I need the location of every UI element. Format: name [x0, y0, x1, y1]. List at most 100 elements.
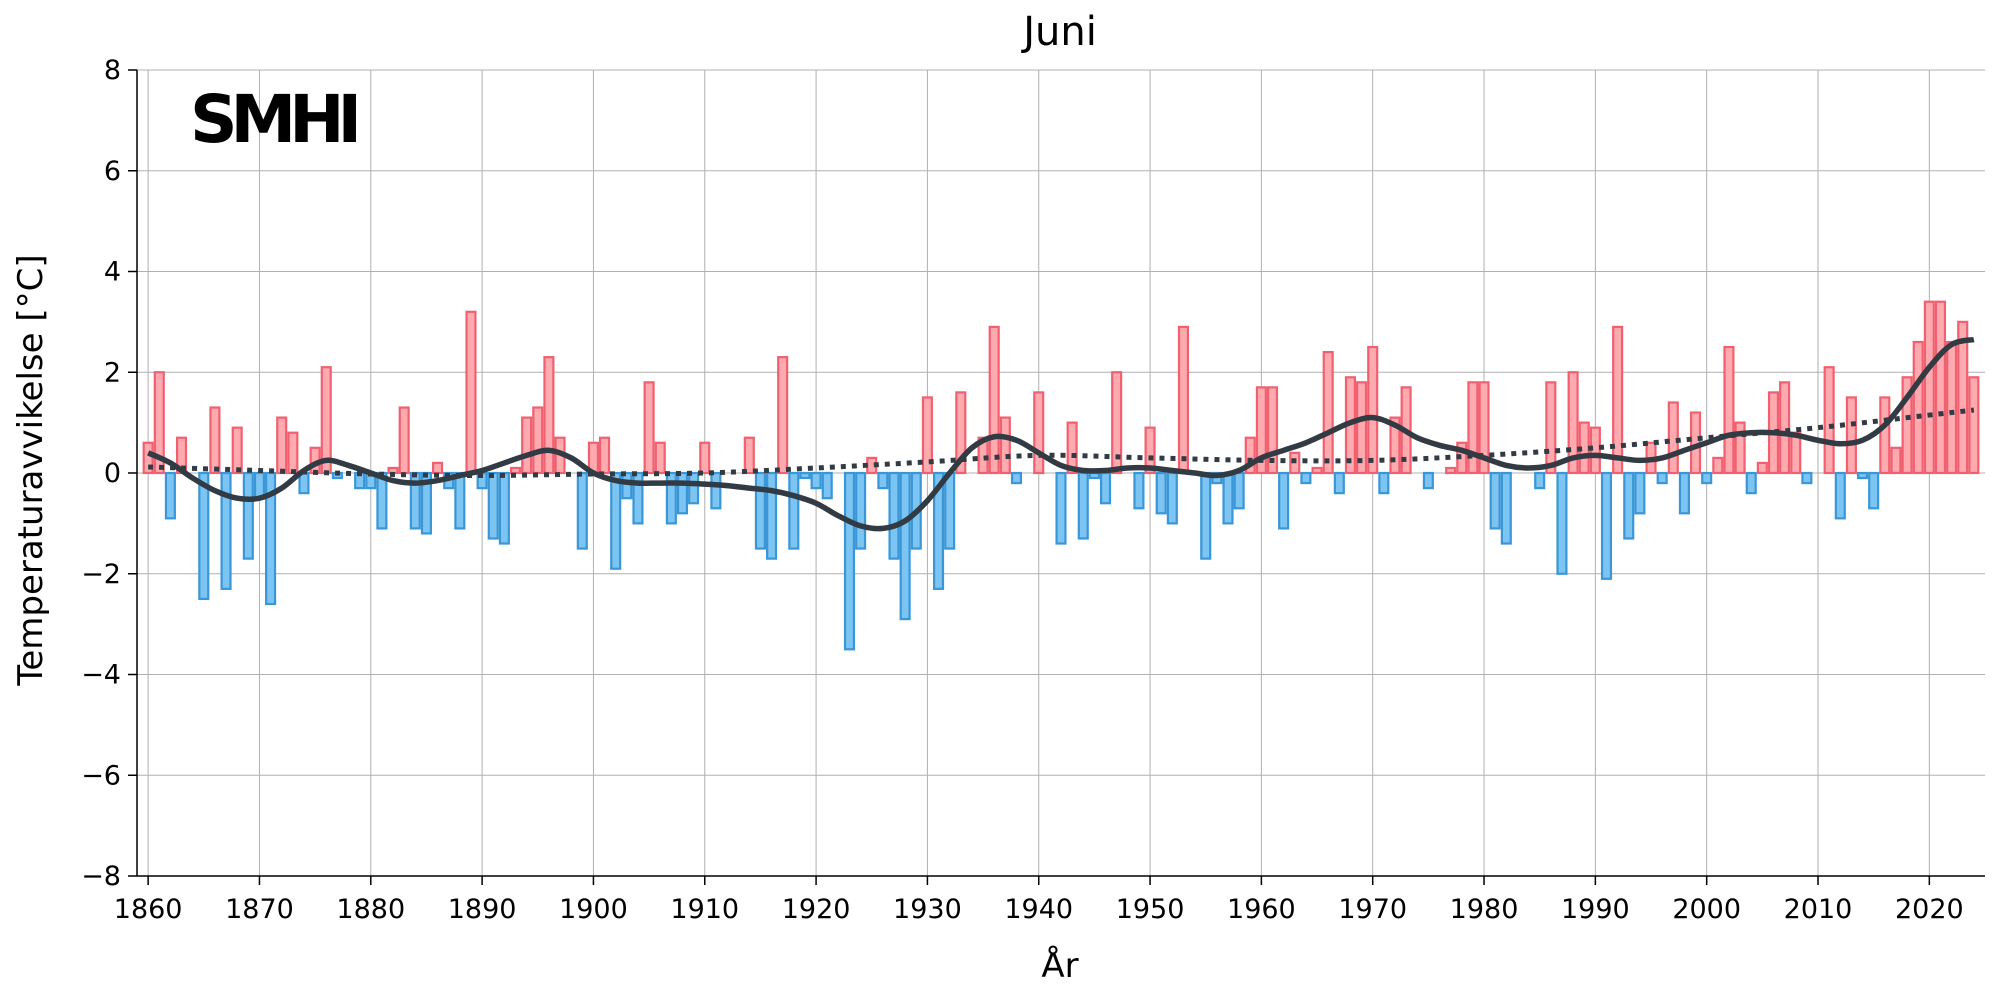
- bar-2005: [1756, 461, 1768, 475]
- bar-2002: [1723, 345, 1735, 475]
- bar-1958: [1233, 471, 1245, 510]
- bar-1888: [454, 471, 466, 530]
- x-tick-label: 1970: [1338, 894, 1407, 925]
- bar-1931: [932, 471, 945, 590]
- bar-1928: [899, 471, 911, 621]
- bar-1923: [843, 471, 856, 651]
- bar-2011: [1823, 366, 1835, 475]
- bar-1883: [398, 406, 410, 475]
- bar-1970: [1367, 345, 1379, 475]
- bar-1937: [999, 416, 1011, 475]
- bar-1873: [287, 431, 299, 475]
- bar-1894: [521, 416, 533, 475]
- x-tick-label: 1910: [670, 894, 739, 925]
- bar-2016: [1879, 396, 1891, 475]
- bar-1861: [153, 371, 165, 475]
- x-tick-label: 1920: [782, 894, 851, 925]
- bar-1938: [1010, 471, 1023, 485]
- bar-1955: [1200, 471, 1212, 560]
- x-tick-label: 1880: [336, 894, 405, 925]
- bar-1902: [610, 471, 622, 570]
- bar-1943: [1066, 421, 1078, 475]
- bar-1908: [676, 471, 689, 515]
- bar-1870: [253, 471, 266, 500]
- smoothed-line: [146, 336, 1975, 532]
- x-tick-label: 2020: [1895, 894, 1964, 925]
- x-tick-label: 2010: [1784, 894, 1853, 925]
- bar-1946: [1099, 471, 1112, 505]
- bar-1896: [543, 356, 555, 475]
- bar-1862: [164, 471, 176, 520]
- bar-1980: [1478, 381, 1490, 475]
- x-tick-label: 1890: [448, 894, 517, 925]
- bar-1975: [1422, 471, 1434, 490]
- bar-1936: [988, 325, 1000, 475]
- bar-2021: [1934, 300, 1947, 475]
- bar-1942: [1055, 471, 1067, 545]
- bar-1893: [509, 466, 522, 475]
- bar-2012: [1834, 471, 1846, 520]
- bar-1920: [810, 471, 822, 490]
- bar-1918: [788, 471, 800, 550]
- bar-1949: [1133, 471, 1145, 510]
- bar-1966: [1322, 351, 1334, 475]
- bar-1895: [532, 406, 544, 475]
- bar-1977: [1445, 466, 1457, 475]
- bar-1994: [1634, 471, 1646, 515]
- bar-1985: [1534, 471, 1546, 490]
- bar-1961: [1266, 386, 1279, 475]
- bar-1972: [1389, 416, 1401, 475]
- y-tick-label: 8: [104, 55, 121, 86]
- bar-1996: [1656, 471, 1668, 485]
- bar-1965: [1311, 466, 1323, 475]
- bar-1865: [198, 471, 210, 601]
- bar-2000: [1701, 471, 1713, 485]
- bar-1876: [320, 366, 332, 475]
- bar-1889: [465, 310, 477, 475]
- bar-1927: [888, 471, 900, 560]
- bar-2019: [1912, 340, 1924, 475]
- bar-2022: [1946, 340, 1958, 475]
- bar-1940: [1033, 391, 1045, 475]
- bar-1909: [688, 471, 700, 505]
- bar-1960: [1255, 386, 1267, 475]
- y-tick-labels: −8 −6 −4 −2 0 2 4 6 8: [81, 55, 121, 892]
- bar-1979: [1467, 381, 1479, 475]
- bar-1959: [1244, 436, 1256, 475]
- bar-1910: [699, 441, 711, 475]
- x-tick-label: 1860: [114, 894, 183, 925]
- bar-1924: [855, 471, 867, 550]
- bar-1951: [1155, 471, 1167, 515]
- bar-2008: [1790, 431, 1802, 475]
- bar-1903: [621, 471, 633, 500]
- bar-2024: [1968, 376, 1980, 475]
- x-tick-labels: 1860 1870 1880 1890 1900 1910 1920 1930 1940 1950…: [114, 894, 1964, 925]
- x-tick-label: 1870: [225, 894, 294, 925]
- y-tick-label: 4: [104, 257, 121, 288]
- bars: [142, 300, 1980, 651]
- bar-1997: [1667, 401, 1679, 475]
- bar-2015: [1868, 471, 1880, 510]
- bar-1998: [1678, 471, 1690, 515]
- bar-1869: [242, 471, 254, 560]
- bar-1991: [1600, 471, 1613, 580]
- x-tick-label: 1900: [559, 894, 628, 925]
- bar-1988: [1567, 371, 1579, 475]
- bar-1971: [1378, 471, 1390, 495]
- bar-1904: [632, 471, 644, 525]
- bar-1919: [799, 471, 811, 480]
- bar-1921: [821, 471, 833, 500]
- bar-1933: [955, 391, 967, 475]
- bar-1993: [1623, 471, 1635, 540]
- y-tick-label: −8: [81, 861, 121, 892]
- bar-1962: [1278, 471, 1290, 530]
- bar-1969: [1356, 381, 1368, 475]
- bar-1947: [1111, 371, 1123, 475]
- bar-1915: [754, 471, 766, 550]
- bar-2003: [1734, 421, 1746, 475]
- bar-1944: [1077, 471, 1089, 540]
- bar-1953: [1177, 325, 1190, 475]
- bar-1981: [1489, 471, 1501, 530]
- x-tick-label: 1940: [1004, 894, 1073, 925]
- y-tick-label: −6: [81, 760, 121, 791]
